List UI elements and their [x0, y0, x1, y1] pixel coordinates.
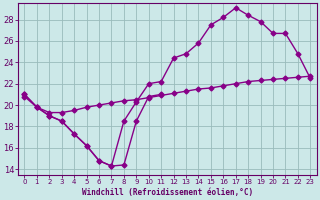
X-axis label: Windchill (Refroidissement éolien,°C): Windchill (Refroidissement éolien,°C)	[82, 188, 253, 197]
